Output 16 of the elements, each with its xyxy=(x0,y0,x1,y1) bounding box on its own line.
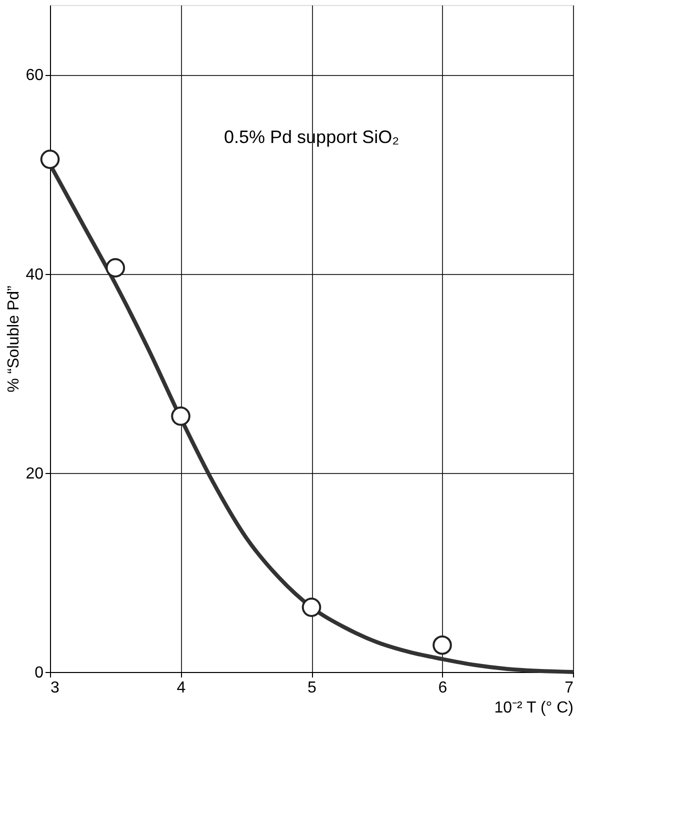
x-axis-title: 10⁻² T (° C) xyxy=(494,700,574,716)
x-tick-label: 5 xyxy=(308,680,317,696)
y-tick-label: 20 xyxy=(26,465,44,482)
y-axis-title: % “Soluble Pd” xyxy=(6,286,23,392)
y-tick-label: 40 xyxy=(26,266,44,284)
x-tick-label: 4 xyxy=(176,680,186,696)
point xyxy=(432,635,452,655)
x-tick-label: 6 xyxy=(438,680,448,696)
point xyxy=(106,258,126,278)
point xyxy=(40,150,60,169)
x-tick-label: 3 xyxy=(50,680,60,696)
point xyxy=(171,406,190,426)
x-tick-label: 7 xyxy=(564,680,574,696)
y-tick-label: 60 xyxy=(26,67,44,84)
point xyxy=(302,598,322,617)
y-tick-label: 0 xyxy=(34,664,44,682)
